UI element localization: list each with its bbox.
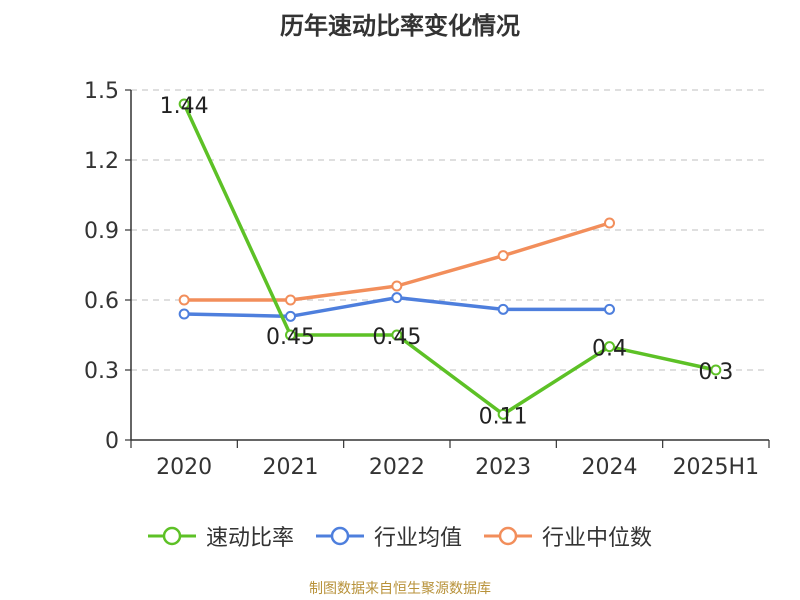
y-tick-label: 1.2 (84, 149, 119, 174)
y-tick-label: 1.5 (84, 79, 119, 104)
data-label: 0.45 (372, 325, 421, 350)
x-tick-label: 2024 (582, 455, 638, 480)
data-point (391, 280, 403, 292)
data-point (178, 308, 190, 320)
legend-item-industry-median[interactable]: 行业中位数 (484, 520, 652, 552)
y-tick-label: 0.9 (84, 219, 119, 244)
data-point (604, 341, 615, 353)
legend-label: 速动比率 (205, 526, 294, 551)
legend-line-circle-icon (484, 526, 532, 546)
legend-item-quick-ratio[interactable]: 速动比率 (147, 520, 294, 552)
legend: 速动比率 行业均值 行业中位数 (0, 520, 800, 552)
data-point (710, 364, 722, 376)
x-tick-label: 2022 (369, 455, 425, 480)
data-point (497, 408, 509, 420)
data-label: 0.45 (266, 325, 315, 350)
x-tick-label: 2021 (263, 455, 319, 480)
data-point (178, 294, 190, 306)
data-label: 1.44 (160, 94, 209, 119)
axes: 0 0.3 0.6 0.9 1.2 1.5 2020 2021 2022 2023 2024 2025… (84, 79, 770, 480)
legend-line-circle-icon (315, 526, 364, 546)
series-lines (178, 98, 722, 420)
source-footer: 制图数据来自恒生聚源数据库 (309, 581, 491, 597)
data-point (285, 329, 296, 341)
legend-line-circle-icon (147, 526, 196, 546)
data-point (391, 329, 403, 341)
data-point (604, 217, 615, 229)
x-tick-label: 2025H1 (673, 455, 760, 480)
y-tick-label: 0 (105, 429, 119, 454)
y-tick-label: 0.3 (84, 359, 119, 384)
legend-label: 行业中位数 (542, 526, 653, 551)
legend-item-industry-mean[interactable]: 行业均值 (315, 520, 462, 552)
data-point (285, 310, 296, 322)
grid-lines (131, 89, 769, 371)
series-line (182, 103, 717, 417)
data-point (604, 303, 615, 315)
data-point (285, 294, 296, 306)
chart-title: 历年速动比率变化情况 (280, 12, 520, 40)
data-label: 0.3 (698, 360, 733, 385)
data-label: 0.11 (479, 404, 528, 429)
data-point (178, 98, 190, 110)
data-label: 0.4 (592, 337, 627, 362)
x-tick-label: 2023 (475, 455, 531, 480)
data-point (497, 250, 509, 262)
data-point (391, 292, 403, 304)
data-labels: 1.44 0.45 0.45 0.11 0.4 0.3 (160, 94, 734, 429)
x-tick-label: 2020 (156, 455, 212, 480)
data-point (497, 303, 509, 315)
legend-label: 行业均值 (373, 526, 462, 551)
y-tick-label: 0.6 (84, 289, 119, 314)
